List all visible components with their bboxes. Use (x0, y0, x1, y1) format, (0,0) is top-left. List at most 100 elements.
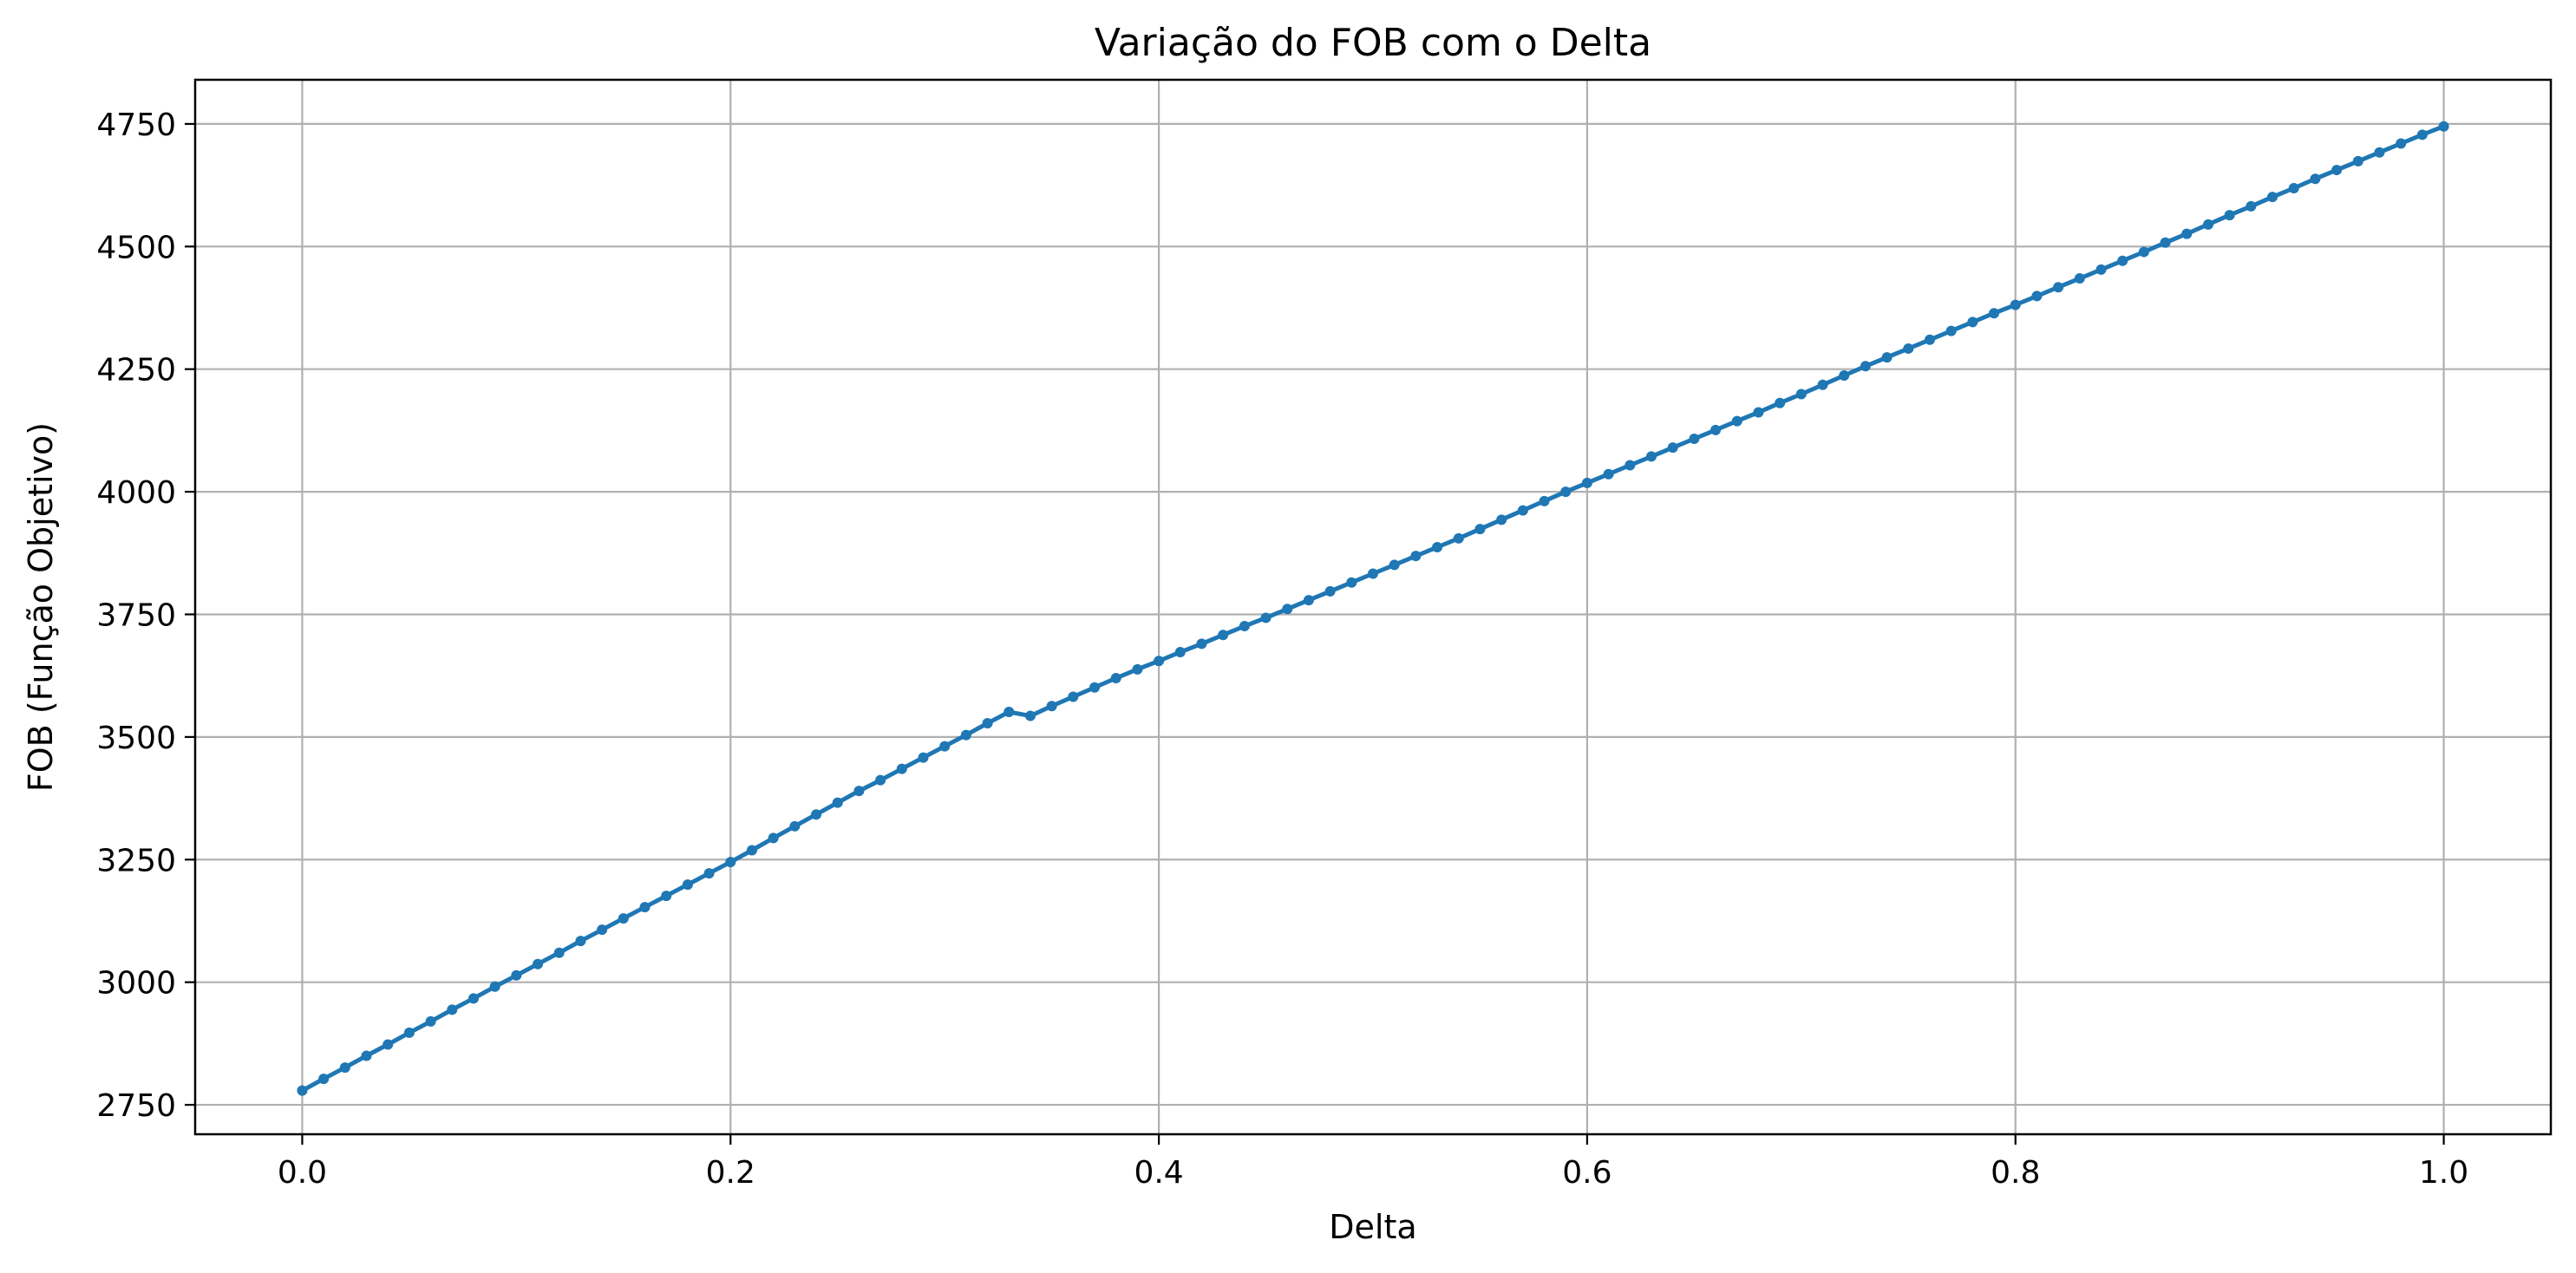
data-point (725, 857, 736, 868)
data-point (1625, 460, 1636, 471)
data-point (1218, 630, 1229, 641)
data-point (1989, 308, 2000, 319)
data-point (1775, 397, 1786, 408)
data-point (2095, 264, 2107, 275)
x-tick-label: 1.0 (2419, 1155, 2468, 1191)
y-tick-label: 4250 (96, 353, 176, 388)
data-point (511, 969, 522, 981)
x-tick-label: 0.2 (706, 1155, 755, 1191)
data-point (1174, 647, 1186, 658)
data-point (1389, 559, 1400, 571)
data-point (832, 797, 843, 808)
data-point (447, 1004, 458, 1015)
data-point (2310, 173, 2321, 185)
data-point (1410, 551, 1422, 562)
data-point (875, 774, 886, 786)
y-tick-label: 3500 (96, 721, 176, 756)
data-point (703, 868, 715, 879)
data-point (1581, 477, 1592, 488)
data-point (1324, 585, 1336, 597)
data-point (2416, 129, 2428, 140)
y-tick-label: 3000 (96, 966, 176, 1002)
y-tick-label: 3750 (96, 597, 176, 633)
y-axis-label: FOB (Função Objetivo) (22, 422, 60, 792)
data-point (1046, 701, 1057, 712)
data-point (1496, 514, 1507, 526)
data-point (2438, 121, 2449, 132)
data-point (2288, 182, 2299, 193)
data-point (2246, 200, 2257, 212)
data-point (2202, 219, 2213, 230)
y-tick-label: 3250 (96, 843, 176, 878)
data-point (1924, 334, 1935, 345)
data-point (1560, 486, 1572, 498)
data-point (1860, 361, 1871, 372)
data-point (489, 981, 500, 992)
x-tick-label: 0.6 (1562, 1155, 1612, 1191)
data-point (2074, 273, 2085, 284)
data-point (1710, 424, 1722, 435)
data-point (1967, 317, 1978, 328)
data-point (1517, 505, 1528, 516)
ticks: 0.0 0.2 0.4 0.6 0.8 1.0 2750 3000 3250 3500 3750 40… (96, 108, 2468, 1191)
data-point (297, 1085, 308, 1096)
data-point (361, 1050, 372, 1061)
data-point (1645, 451, 1657, 462)
y-tick-label: 4000 (96, 475, 176, 511)
data-point (918, 752, 929, 763)
data-point (1239, 621, 1250, 632)
chart-title: Variação do FOB com o Delta (1095, 21, 1651, 65)
plot-frame (193, 78, 2553, 1136)
data-point (1474, 524, 1486, 535)
data-point (960, 729, 971, 741)
data-point (1453, 532, 1464, 544)
data-point (1110, 673, 1121, 684)
data-point (682, 879, 693, 891)
data-point (2053, 282, 2064, 293)
data-point (1196, 638, 1207, 650)
data-point (2224, 210, 2235, 221)
data-point (768, 832, 779, 844)
data-point (467, 993, 479, 1004)
data-point (1368, 568, 1378, 579)
data-point (533, 958, 544, 969)
data-point (2374, 147, 2385, 158)
data-point (896, 763, 907, 774)
data-point (318, 1074, 330, 1085)
data-point (339, 1062, 350, 1074)
data-point (1795, 388, 1807, 400)
data-point (1817, 379, 1828, 390)
data-point (2031, 291, 2043, 302)
data-point (575, 936, 586, 947)
data-point (2160, 237, 2171, 248)
data-point (2181, 228, 2193, 239)
data-point (1839, 370, 1850, 382)
data-point (1753, 407, 1764, 418)
y-tick-label: 4750 (96, 108, 176, 143)
data-point (1260, 612, 1272, 623)
data-point (1346, 577, 1357, 588)
x-tick-label: 0.0 (278, 1155, 327, 1191)
data-point (811, 809, 822, 820)
data-point (2010, 299, 2021, 310)
series-group (297, 121, 2449, 1096)
data-point (2352, 155, 2364, 166)
y-tick-label: 4500 (96, 230, 176, 265)
data-point (1667, 442, 1678, 454)
data-point (661, 891, 672, 902)
data-point (1132, 663, 1143, 675)
data-point (1068, 691, 1079, 702)
data-point (853, 786, 865, 797)
data-point (2267, 192, 2279, 203)
data-point (2331, 165, 2343, 176)
data-point (1903, 343, 1914, 354)
data-point (1731, 415, 1742, 427)
data-point (1282, 604, 1293, 615)
x-axis-label: Delta (1329, 1208, 1416, 1246)
data-point (939, 741, 951, 752)
data-point (618, 913, 629, 924)
data-point (2138, 246, 2149, 258)
data-point (553, 947, 565, 958)
